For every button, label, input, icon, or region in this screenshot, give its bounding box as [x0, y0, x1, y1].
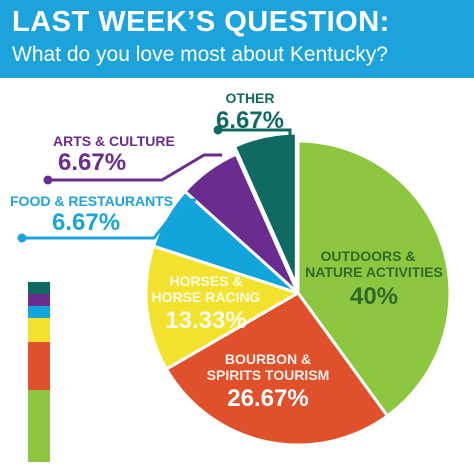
- leader-lines: [17, 125, 292, 243]
- slice-value-horses: 13.33%: [165, 307, 246, 334]
- slice-label-outdoors-1: OUTDOORS &: [321, 248, 416, 264]
- pie-slice-bourbon: [164, 291, 389, 447]
- slice-label-bourbon-1: BOURBON &: [225, 351, 311, 367]
- pie-slice-arts: [183, 152, 300, 295]
- stacked-bar: [28, 282, 50, 462]
- slice-value-food: 6.67%: [52, 209, 120, 236]
- pie-slice-horses: [144, 244, 300, 371]
- pie-slice-other: [232, 131, 298, 287]
- slice-label-horses-2: HORSE RACING: [152, 289, 261, 305]
- slice-label-other: OTHER: [226, 90, 275, 106]
- slice-value-bourbon: 26.67%: [227, 385, 308, 412]
- pie-slice-outdoors: [296, 139, 452, 418]
- slice-label-horses-1: HORSES &: [169, 273, 242, 289]
- bar-segment-bourbon: [28, 342, 50, 391]
- bar-segment-horses: [28, 318, 50, 343]
- header-banner: LAST WEEK’S QUESTION: What do you love m…: [0, 0, 474, 78]
- leader-line-other: [218, 128, 292, 152]
- bar-segment-other: [28, 282, 50, 295]
- page-subtitle: What do you love most about Kentucky?: [12, 43, 388, 66]
- slice-label-arts: ARTS & CULTURE: [53, 133, 175, 149]
- slice-label-bourbon-2: SPIRITS TOURISM: [207, 367, 330, 383]
- leader-line-arts: [48, 153, 222, 182]
- slice-value-other: 6.67%: [216, 107, 284, 134]
- slice-value-outdoors: 40%: [350, 283, 398, 310]
- page-title: LAST WEEK’S QUESTION:: [12, 6, 390, 38]
- leader-line-food: [22, 198, 196, 240]
- bar-segment-outdoors: [28, 390, 50, 462]
- bar-segment-food: [28, 306, 50, 319]
- pie-slices: [144, 131, 452, 447]
- slice-label-food: FOOD & RESTAURANTS: [10, 193, 173, 209]
- leader-dot-other: [213, 125, 223, 135]
- slice-value-arts: 6.67%: [58, 149, 126, 176]
- leader-dot-food: [17, 233, 27, 243]
- bar-segment-arts: [28, 294, 50, 307]
- slice-label-outdoors-2: NATURE ACTIVITIES: [305, 264, 443, 280]
- leader-dot-arts: [43, 175, 53, 185]
